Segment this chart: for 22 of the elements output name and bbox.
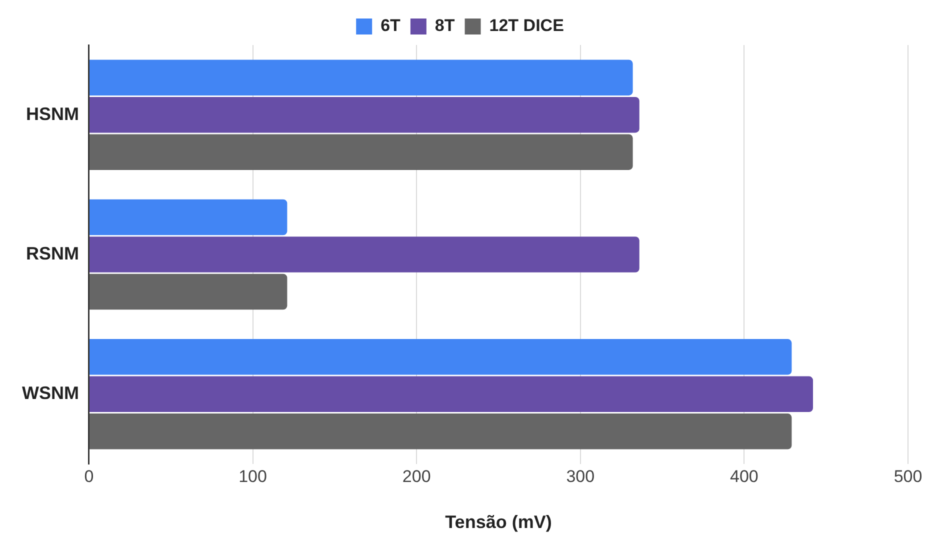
x-axis-title: Tensão (mV): [445, 512, 552, 532]
y-tick-label: WSNM: [22, 383, 79, 404]
bar: [89, 60, 633, 96]
bar: [89, 376, 813, 412]
legend-label: 8T: [434, 16, 456, 36]
x-tick-label: 200: [402, 466, 431, 486]
bar: [89, 414, 792, 450]
y-tick-label: HSNM: [26, 104, 79, 124]
bar: [89, 199, 288, 236]
x-tick-label: 0: [84, 466, 94, 486]
y-tick-label: RSNM: [26, 243, 79, 264]
bar: [89, 274, 288, 310]
bar: [89, 339, 792, 375]
x-tick-label: 500: [894, 466, 922, 486]
legend-label: 6T: [380, 16, 402, 36]
x-tick-label: 400: [730, 466, 758, 486]
bar: [89, 236, 640, 272]
legend-label: 12T DICE: [489, 16, 564, 36]
bar: [89, 96, 640, 133]
x-tick-label: 300: [566, 466, 595, 486]
x-tick-label: 100: [238, 466, 267, 486]
bar: [89, 134, 633, 170]
